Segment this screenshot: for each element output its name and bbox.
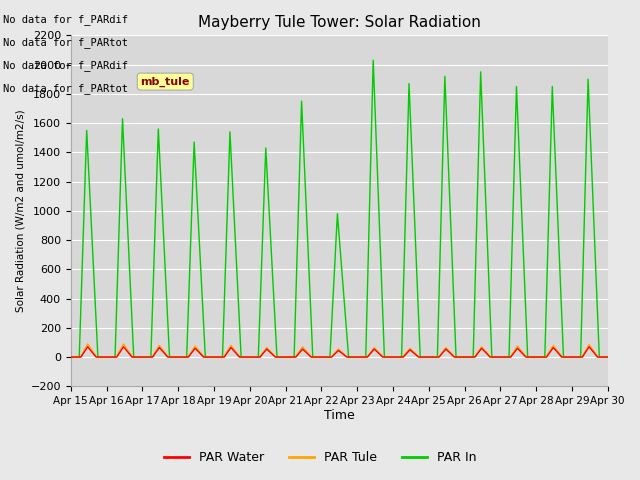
Text: No data for f_PARtot: No data for f_PARtot: [3, 83, 128, 94]
Text: No data for f_PARdif: No data for f_PARdif: [3, 60, 128, 71]
Text: mb_tule: mb_tule: [141, 76, 190, 87]
Y-axis label: Solar Radiation (W/m2 and umol/m2/s): Solar Radiation (W/m2 and umol/m2/s): [15, 109, 25, 312]
Title: Mayberry Tule Tower: Solar Radiation: Mayberry Tule Tower: Solar Radiation: [198, 15, 481, 30]
X-axis label: Time: Time: [324, 409, 355, 422]
Legend: PAR Water, PAR Tule, PAR In: PAR Water, PAR Tule, PAR In: [159, 446, 481, 469]
Text: No data for f_PARtot: No data for f_PARtot: [3, 36, 128, 48]
Text: No data for f_PARdif: No data for f_PARdif: [3, 13, 128, 24]
